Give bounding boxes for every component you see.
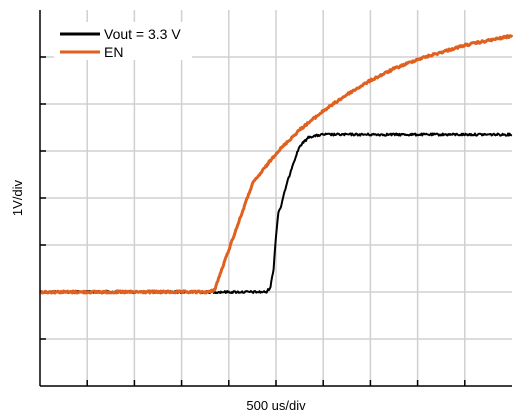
grid: [40, 10, 512, 386]
legend-label-vout: Vout = 3.3 V: [104, 26, 181, 42]
legend: Vout = 3.3 V EN: [54, 22, 192, 60]
series-group: [39, 34, 514, 295]
y-axis-label: 1V/div: [10, 179, 25, 216]
legend-label-en: EN: [104, 44, 123, 60]
x-axis-label: 500 us/div: [246, 398, 306, 413]
legend-box: [54, 22, 192, 60]
series-line-en: [39, 34, 514, 295]
axis-ticks: [40, 56, 466, 386]
